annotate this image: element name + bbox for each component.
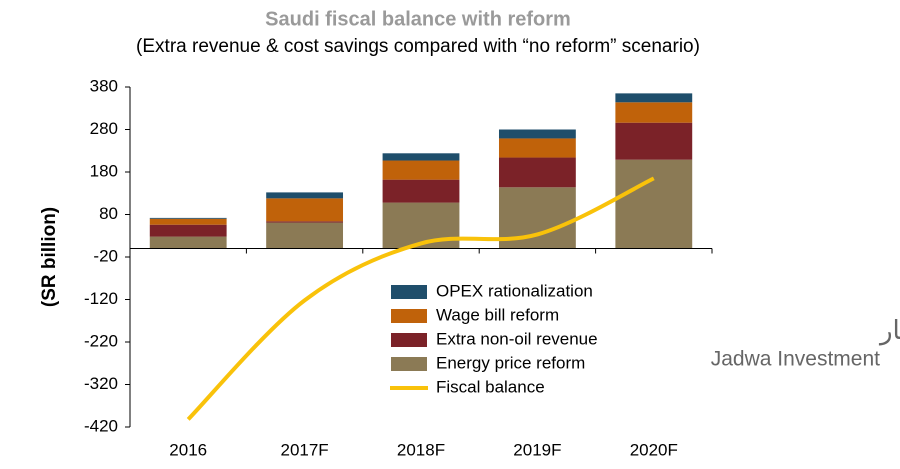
bar-segment (382, 179, 460, 203)
y-tick-label: -220 (84, 331, 118, 350)
y-axis-label: (SR billion) (39, 207, 60, 307)
bar-segment (615, 122, 693, 160)
bar-segment (498, 157, 576, 188)
bar-segment (382, 153, 460, 161)
bar-segment (266, 192, 344, 199)
legend-label: Wage bill reform (436, 305, 559, 324)
legend-label: OPEX rationalization (436, 281, 593, 300)
legend-label: Extra non-oil revenue (436, 329, 598, 348)
x-tick-label: 2017F (280, 440, 328, 459)
logo-english: Jadwa Investment (711, 348, 880, 371)
legend-label: Energy price reform (436, 353, 585, 372)
y-tick-label: -420 (84, 416, 118, 435)
x-tick-label: 2020F (630, 440, 678, 459)
bar-segment (498, 138, 576, 158)
logo-arabic: جدوى للإستثمار (878, 315, 900, 346)
y-tick-label: -120 (84, 289, 118, 308)
bar-segment (615, 93, 693, 103)
chart-title: Saudi fiscal balance with reform (265, 8, 571, 30)
y-tick-label: 280 (90, 119, 118, 138)
bar-segment (615, 159, 693, 249)
y-tick-label: -20 (93, 246, 118, 265)
y-tick-label: 380 (90, 76, 118, 95)
bar-segment (149, 218, 227, 225)
bar-segment (266, 221, 344, 223)
y-tick-label: 80 (99, 204, 118, 223)
legend-swatch (391, 309, 427, 323)
bar-segment (149, 217, 227, 219)
y-tick-label: 180 (90, 161, 118, 180)
x-tick-label: 2019F (513, 440, 561, 459)
x-tick-label: 2016 (169, 440, 207, 459)
legend-label: Fiscal balance (436, 377, 545, 396)
legend-swatch (391, 285, 427, 299)
bar-segment (382, 160, 460, 180)
legend-swatch (391, 357, 427, 371)
bar-segment (266, 222, 344, 249)
line (186, 176, 655, 421)
x-tick-label: 2018F (397, 440, 445, 459)
bar-segment (498, 129, 576, 139)
bar-segment (149, 236, 227, 249)
y-tick-label: -320 (84, 374, 118, 393)
chart-subtitle: (Extra revenue & cost savings compared w… (136, 36, 700, 57)
bar-segment (149, 224, 227, 237)
bar-segment (266, 198, 344, 222)
bar-segment (615, 102, 693, 123)
legend-swatch (391, 333, 427, 347)
